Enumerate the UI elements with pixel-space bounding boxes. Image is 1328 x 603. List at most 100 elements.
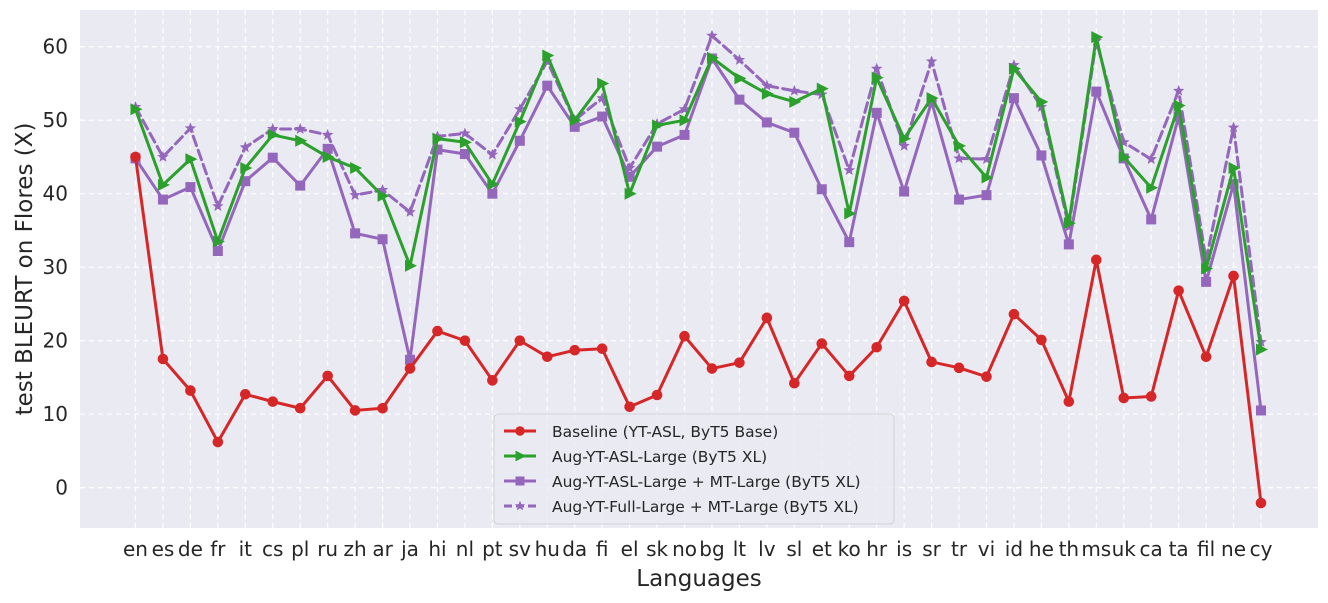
x-tick-label: sl	[786, 537, 802, 561]
y-tick-label: 0	[55, 476, 68, 500]
y-tick-label: 50	[43, 108, 68, 132]
y-axis-title: test BLEURT on Flores (X)	[12, 123, 38, 416]
data-point	[267, 396, 278, 407]
data-point	[350, 228, 360, 238]
y-tick-label: 10	[43, 402, 68, 426]
data-point	[734, 357, 745, 368]
data-point	[1173, 285, 1184, 296]
legend-label: Aug-YT-Full-Large + MT-Large (ByT5 XL)	[552, 498, 859, 516]
y-tick-label: 60	[43, 35, 68, 59]
x-tick-label: ja	[400, 537, 419, 561]
data-point	[899, 296, 910, 307]
x-tick-label: tr	[951, 537, 968, 561]
data-point	[1228, 271, 1239, 282]
data-point	[295, 403, 306, 414]
x-tick-labels: en es de fr it cs pl ru zh ar ja hi nl pt sv hu da fi el sk…	[123, 537, 1273, 561]
data-point	[432, 326, 443, 337]
data-point	[130, 152, 141, 163]
x-tick-label: ms	[1081, 537, 1111, 561]
data-point	[213, 437, 224, 448]
data-point	[679, 331, 690, 342]
data-point	[899, 186, 909, 196]
x-tick-label: pt	[482, 537, 503, 561]
data-point	[872, 108, 882, 118]
data-point	[762, 313, 773, 324]
data-point	[954, 195, 964, 205]
x-tick-label: el	[621, 537, 639, 561]
x-tick-label: zh	[344, 537, 367, 561]
data-point	[789, 128, 799, 138]
data-point	[789, 378, 800, 389]
x-tick-label: pl	[291, 537, 309, 561]
y-tick-label: 30	[43, 255, 68, 279]
data-point	[1064, 396, 1075, 407]
data-point	[487, 189, 497, 199]
data-point	[378, 234, 388, 244]
x-tick-label: en	[123, 537, 148, 561]
data-point	[295, 181, 305, 191]
data-point	[158, 195, 168, 205]
x-tick-label: cs	[262, 537, 283, 561]
data-point	[652, 142, 662, 152]
legend-marker	[516, 477, 525, 486]
data-point	[1091, 255, 1102, 266]
x-tick-label: da	[562, 537, 587, 561]
x-tick-label: fr	[210, 537, 226, 561]
x-tick-label: ar	[372, 537, 393, 561]
x-tick-label: ca	[1140, 537, 1163, 561]
data-point	[1036, 150, 1046, 160]
data-point	[597, 112, 607, 122]
legend-item: Aug-YT-ASL-Large + MT-Large (ByT5 XL)	[504, 473, 861, 491]
x-tick-label: sv	[509, 537, 531, 561]
data-point	[871, 342, 882, 353]
data-point	[1256, 498, 1267, 509]
data-point	[460, 335, 471, 346]
x-tick-label: ru	[317, 537, 338, 561]
x-tick-label: sk	[646, 537, 668, 561]
data-point	[817, 184, 827, 194]
x-tick-label: hi	[428, 537, 446, 561]
x-tick-label: hr	[866, 537, 888, 561]
x-tick-label: th	[1059, 537, 1080, 561]
legend-label: Aug-YT-ASL-Large (ByT5 XL)	[552, 448, 767, 466]
y-tick-label: 20	[43, 329, 68, 353]
x-tick-label: lt	[733, 537, 747, 561]
data-point	[926, 357, 937, 368]
data-point	[954, 363, 965, 374]
x-axis-title: Languages	[636, 566, 762, 592]
data-point	[542, 81, 552, 91]
data-point	[569, 345, 580, 356]
data-point	[844, 371, 855, 382]
legend-label: Baseline (YT-ASL, ByT5 Base)	[552, 423, 778, 441]
data-point	[1201, 277, 1211, 287]
legend-label: Aug-YT-ASL-Large + MT-Large (ByT5 XL)	[552, 473, 861, 491]
data-point	[597, 343, 608, 354]
x-tick-label: no	[672, 537, 697, 561]
data-point	[981, 371, 992, 382]
x-tick-label: sr	[922, 537, 941, 561]
data-point	[1009, 309, 1020, 320]
data-point	[734, 95, 744, 105]
x-tick-label: fil	[1197, 537, 1215, 561]
data-point	[460, 149, 470, 159]
data-point	[1064, 239, 1074, 249]
data-point	[1146, 391, 1157, 402]
data-point	[1009, 93, 1019, 103]
x-tick-label: fi	[596, 537, 609, 561]
data-point	[542, 352, 553, 363]
x-tick-label: ta	[1169, 537, 1189, 561]
x-tick-label: he	[1029, 537, 1054, 561]
data-point	[158, 354, 169, 365]
x-tick-label: ko	[838, 537, 861, 561]
x-tick-label: uk	[1112, 537, 1137, 561]
data-point	[1036, 335, 1047, 346]
y-tick-labels: 0 10 20 30 40 50 60	[43, 35, 68, 500]
x-tick-label: hu	[535, 537, 560, 561]
x-tick-label: is	[896, 537, 912, 561]
x-tick-label: id	[1005, 537, 1023, 561]
data-point	[844, 237, 854, 247]
data-point	[213, 246, 223, 256]
legend: Baseline (YT-ASL, ByT5 Base) Aug-YT-ASL-L…	[494, 414, 894, 524]
x-tick-label: es	[152, 537, 175, 561]
